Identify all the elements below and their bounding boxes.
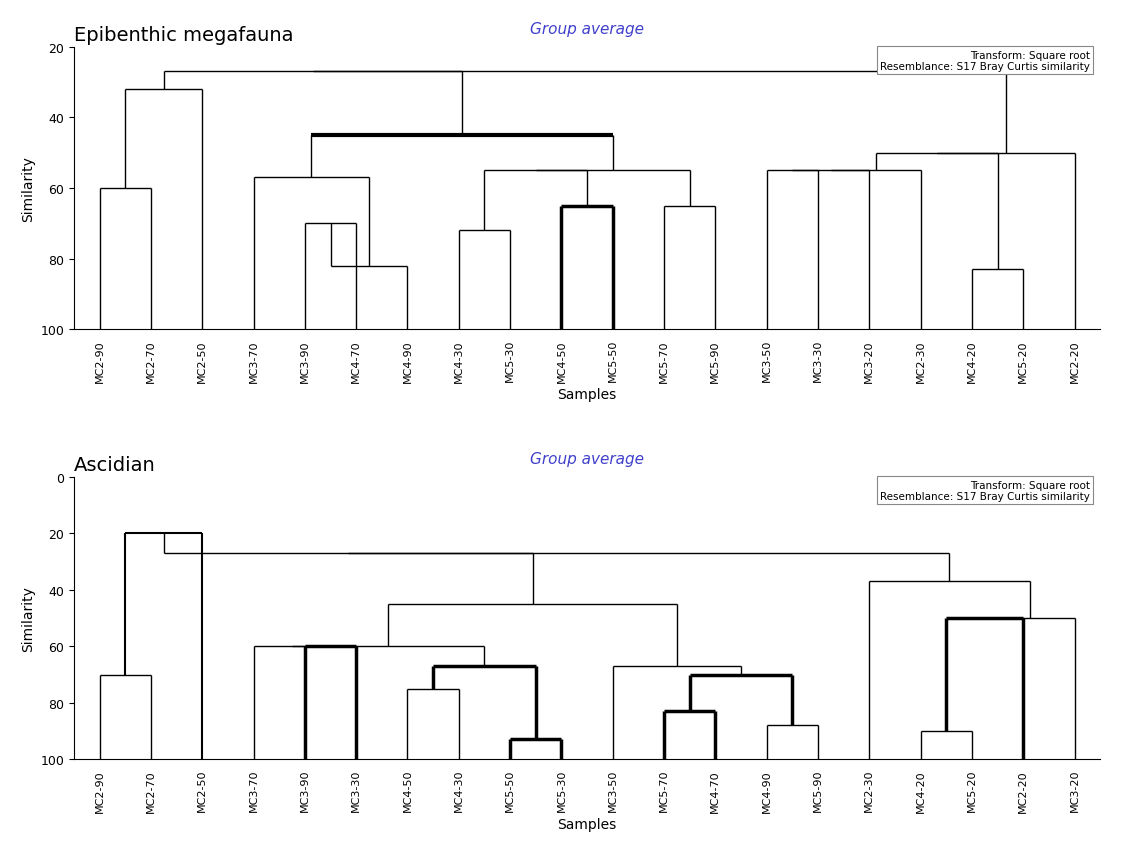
Text: Transform: Square root
Resemblance: S17 Bray Curtis similarity: Transform: Square root Resemblance: S17 …: [880, 50, 1090, 72]
Text: Transform: Square root
Resemblance: S17 Bray Curtis similarity: Transform: Square root Resemblance: S17 …: [880, 480, 1090, 502]
Y-axis label: Similarity: Similarity: [21, 156, 35, 222]
X-axis label: Samples: Samples: [557, 388, 617, 402]
Text: Group average: Group average: [530, 451, 645, 466]
X-axis label: Samples: Samples: [557, 817, 617, 832]
Text: Group average: Group average: [530, 21, 645, 37]
Text: Ascidian: Ascidian: [74, 455, 156, 475]
Text: Epibenthic megafauna: Epibenthic megafauna: [74, 26, 294, 45]
Y-axis label: Similarity: Similarity: [21, 585, 35, 651]
